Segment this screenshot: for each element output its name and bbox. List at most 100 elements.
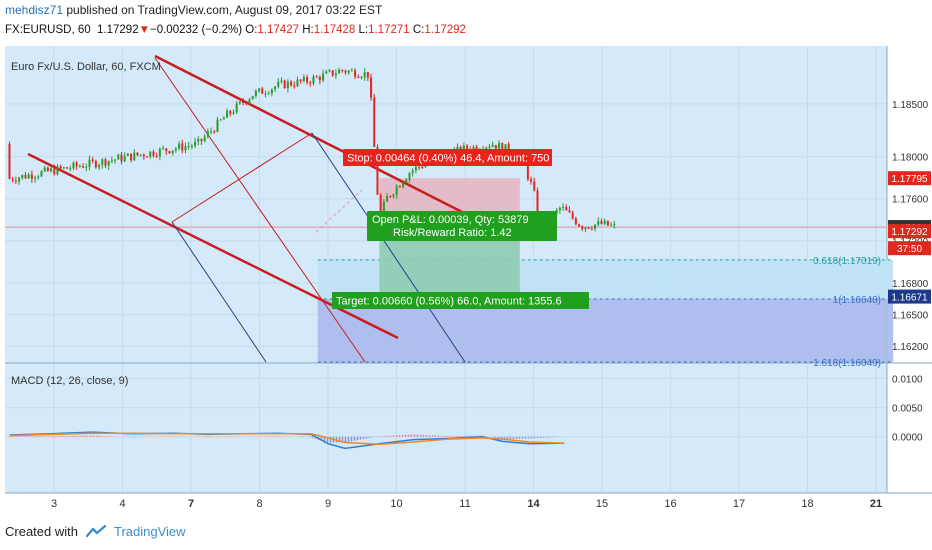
candle-body (66, 167, 69, 169)
candle-body (395, 186, 398, 195)
publish-text: published on TradingView.com, August 09,… (63, 3, 383, 17)
candle-body (136, 152, 139, 156)
candle-body (149, 151, 152, 157)
candle-body (309, 82, 312, 84)
candle-body (283, 80, 286, 89)
candle-body (34, 177, 37, 179)
candle-body (91, 159, 94, 162)
price-marker-box (888, 171, 931, 186)
price-marker-box (888, 224, 931, 239)
candle-body (571, 212, 574, 219)
fib-label-1618: 1.618(1.16049) (813, 358, 881, 369)
candle-body (322, 73, 325, 81)
candle-body (72, 162, 75, 169)
candle-body (206, 131, 209, 137)
candle-body (318, 76, 321, 81)
candle-body (238, 101, 241, 104)
candle-body (360, 77, 363, 79)
candle-body (139, 154, 142, 156)
signal-line (9, 432, 565, 446)
price-tick-label: 1.17600 (892, 195, 929, 206)
stop-label-box (343, 149, 552, 166)
candle-body (14, 180, 17, 182)
candle-body (600, 221, 603, 225)
candle-body (392, 194, 395, 197)
candle-body (210, 131, 213, 133)
candle-body (229, 110, 232, 114)
candle-body (197, 138, 200, 142)
candle-body (344, 70, 347, 73)
candle-body (270, 89, 273, 94)
candle-body (107, 160, 110, 166)
candle-body (299, 79, 302, 81)
candle-body (507, 144, 510, 153)
candle-body (354, 70, 357, 78)
fib-label-1: 1(1.16648) (833, 295, 881, 306)
candle-body (254, 91, 257, 97)
target-label: Target: 0.00660 (0.56%) 66.0, Amount: 13… (336, 296, 562, 308)
pnl-label-box (367, 211, 557, 241)
candle-body (59, 166, 62, 169)
candle-body (181, 143, 184, 151)
candle-body (581, 226, 584, 230)
fib-zone-lower (317, 299, 894, 363)
candle-body (174, 148, 177, 151)
chart-area[interactable]: Stop: 0.00464 (0.40%) 46.4, Amount: 750 O… (0, 44, 932, 518)
candle-body (98, 164, 101, 168)
candle-body (267, 93, 270, 95)
main-chart-title: Euro Fx/U.S. Dollar, 60, FXCM (11, 61, 161, 73)
down-arrow-icon: ▼ (138, 24, 150, 36)
candle-body (296, 79, 299, 87)
annotation-labels: Stop: 0.00464 (0.40%) 46.4, Amount: 750 O… (332, 149, 881, 369)
candle-body (331, 70, 334, 76)
candle-body (363, 72, 366, 78)
pnl-label: Open P&L: 0.00039, Qty: 53879 (372, 214, 529, 226)
candle-body (18, 177, 21, 182)
candle-body (245, 102, 248, 104)
candle-body (402, 182, 405, 188)
candle-body (178, 143, 181, 149)
candle-body (21, 174, 24, 178)
candle-body (8, 143, 11, 179)
candle-body (242, 101, 245, 103)
candle-body (261, 88, 264, 94)
candle-body (302, 76, 305, 81)
candle-body (290, 81, 293, 86)
candle-body (248, 99, 251, 104)
candle-body (386, 196, 389, 202)
candle-body (466, 145, 469, 150)
candle-body (408, 173, 411, 180)
candle-body (264, 93, 267, 95)
last-price: 1.17292 (97, 24, 139, 36)
candle-body (379, 194, 382, 215)
tradingview-logo-icon (85, 524, 106, 537)
candle-body (488, 146, 491, 148)
close-label: C: (412, 24, 425, 36)
candle-body (562, 206, 565, 208)
candle-body (37, 176, 40, 178)
candle-body (341, 69, 344, 71)
open-value: 1.17427 (257, 24, 299, 36)
price-tick-label: 1.16500 (892, 311, 929, 322)
price-tick-label: 1.16800 (892, 279, 929, 290)
candle-body (338, 69, 341, 74)
candle-body (565, 206, 568, 211)
author-link[interactable]: mehdisz71 (5, 3, 64, 17)
candle-body (414, 166, 417, 171)
candle-body (306, 76, 309, 83)
candle-body (376, 146, 379, 195)
candle-body (200, 138, 203, 141)
candle-body (203, 136, 206, 141)
candle-body (187, 146, 190, 148)
risk-reward-label: Risk/Reward Ratio: 1.42 (393, 227, 512, 239)
candle-body (421, 166, 424, 168)
candle-body (418, 166, 421, 168)
candle-body (50, 168, 53, 172)
candle-body (165, 148, 168, 152)
tradingview-brand[interactable]: TradingView (113, 524, 186, 539)
candle-body (312, 76, 315, 84)
candle-body (587, 227, 590, 229)
candle-body (325, 71, 328, 74)
price-marker-label: 1.16671 (891, 293, 928, 304)
symbol-label: FX:EURUSD, 60 (5, 24, 91, 36)
